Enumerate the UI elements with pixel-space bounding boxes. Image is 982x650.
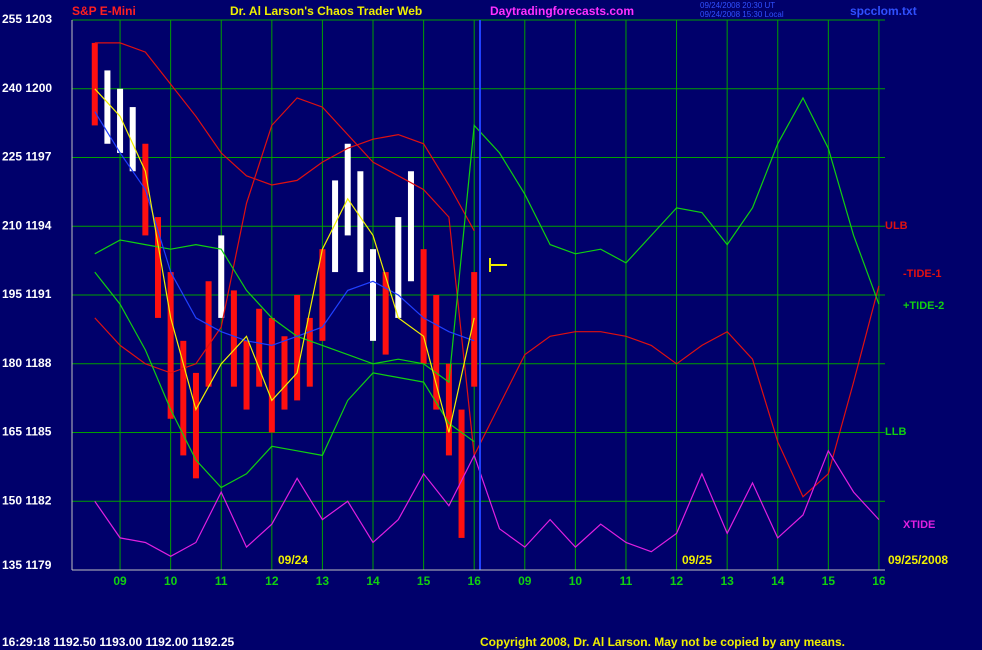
price-bar <box>230 290 237 387</box>
y-tick-label: 135 1179 <box>2 558 52 572</box>
timestamp: 09/24/2008 15:30 Local <box>700 10 784 19</box>
price-bar <box>243 340 250 410</box>
series-label: LLB <box>885 426 906 438</box>
series-label: -TIDE-1 <box>903 268 942 280</box>
y-tick-label: 150 1182 <box>2 493 52 507</box>
now-marker <box>489 258 507 272</box>
x-tick-label: 09 <box>113 574 127 588</box>
price-bar <box>357 171 364 273</box>
x-tick-label: 16 <box>872 574 886 588</box>
status: 16:29:18 1192.50 1193.00 1192.00 1192.25 <box>2 635 235 649</box>
price-bar <box>471 272 478 387</box>
site: Daytradingforecasts.com <box>490 4 634 18</box>
plot <box>72 19 885 571</box>
price-bar <box>458 409 465 538</box>
price-bar <box>407 171 414 282</box>
series-line <box>94 271 475 489</box>
price-bar <box>294 295 301 401</box>
series-line <box>94 111 475 347</box>
price-bar <box>192 372 199 479</box>
y-tick-label: 195 1191 <box>2 287 52 301</box>
y-tick-label: 180 1188 <box>2 356 52 370</box>
price-bar <box>332 180 339 273</box>
series-label: XTIDE <box>903 519 935 531</box>
chart-title: Dr. Al Larson's Chaos Trader Web <box>230 4 422 18</box>
price-bar <box>104 70 111 144</box>
x-tick-label: 16 <box>468 574 482 588</box>
price-bar <box>155 217 162 318</box>
price-bar <box>205 281 212 387</box>
x-tick-label: 12 <box>670 574 684 588</box>
series-line <box>94 96 880 384</box>
series-line <box>94 88 475 433</box>
y-tick-label: 210 1194 <box>2 218 52 232</box>
x-tick-label: 12 <box>265 574 279 588</box>
x-tick-label: 11 <box>620 574 633 588</box>
price-bar <box>117 88 124 153</box>
price-bar <box>91 42 98 126</box>
date-label: 09/24 <box>278 553 308 567</box>
x-tick-label: 13 <box>720 574 734 588</box>
price-bar <box>319 249 326 341</box>
series-label: +TIDE-2 <box>903 300 944 312</box>
date-label: 09/25 <box>682 553 712 567</box>
price-bar <box>281 336 288 410</box>
series-line <box>94 449 880 557</box>
price-bar <box>180 340 187 456</box>
x-tick-label: 09 <box>518 574 532 588</box>
date-label: 09/25/2008 <box>888 553 948 567</box>
price-bar <box>218 235 225 318</box>
timestamp: 09/24/2008 20:30 UT <box>700 1 775 10</box>
price-bar <box>395 217 402 318</box>
price-bar <box>370 249 377 341</box>
symbol: S&P E-Mini <box>72 4 136 18</box>
series-line <box>94 42 475 232</box>
x-tick-label: 15 <box>417 574 431 588</box>
x-tick-label: 10 <box>569 574 583 588</box>
x-tick-label: 13 <box>316 574 330 588</box>
price-bar <box>433 295 440 410</box>
y-tick-label: 255 1203 <box>2 12 52 26</box>
file-name: spcclom.txt <box>850 4 917 18</box>
y-tick-label: 165 1185 <box>2 425 52 439</box>
x-tick-label: 11 <box>215 574 228 588</box>
series-line <box>94 97 880 498</box>
x-tick-label: 15 <box>822 574 836 588</box>
x-tick-label: 14 <box>771 574 785 588</box>
price-bar <box>129 107 136 172</box>
copyright: Copyright 2008, Dr. Al Larson. May not b… <box>480 635 845 649</box>
x-tick-label: 14 <box>366 574 380 588</box>
price-bar <box>306 317 313 387</box>
y-tick-label: 240 1200 <box>2 81 52 95</box>
price-bar <box>268 317 275 433</box>
price-bar <box>420 249 427 364</box>
y-tick-label: 225 1197 <box>2 150 52 164</box>
x-tick-label: 10 <box>164 574 178 588</box>
price-bar <box>344 143 351 236</box>
price-bar <box>445 363 452 456</box>
price-bar <box>382 272 389 355</box>
price-bar <box>167 272 174 419</box>
price-bar <box>256 308 263 387</box>
series-label: ULB <box>885 220 908 232</box>
